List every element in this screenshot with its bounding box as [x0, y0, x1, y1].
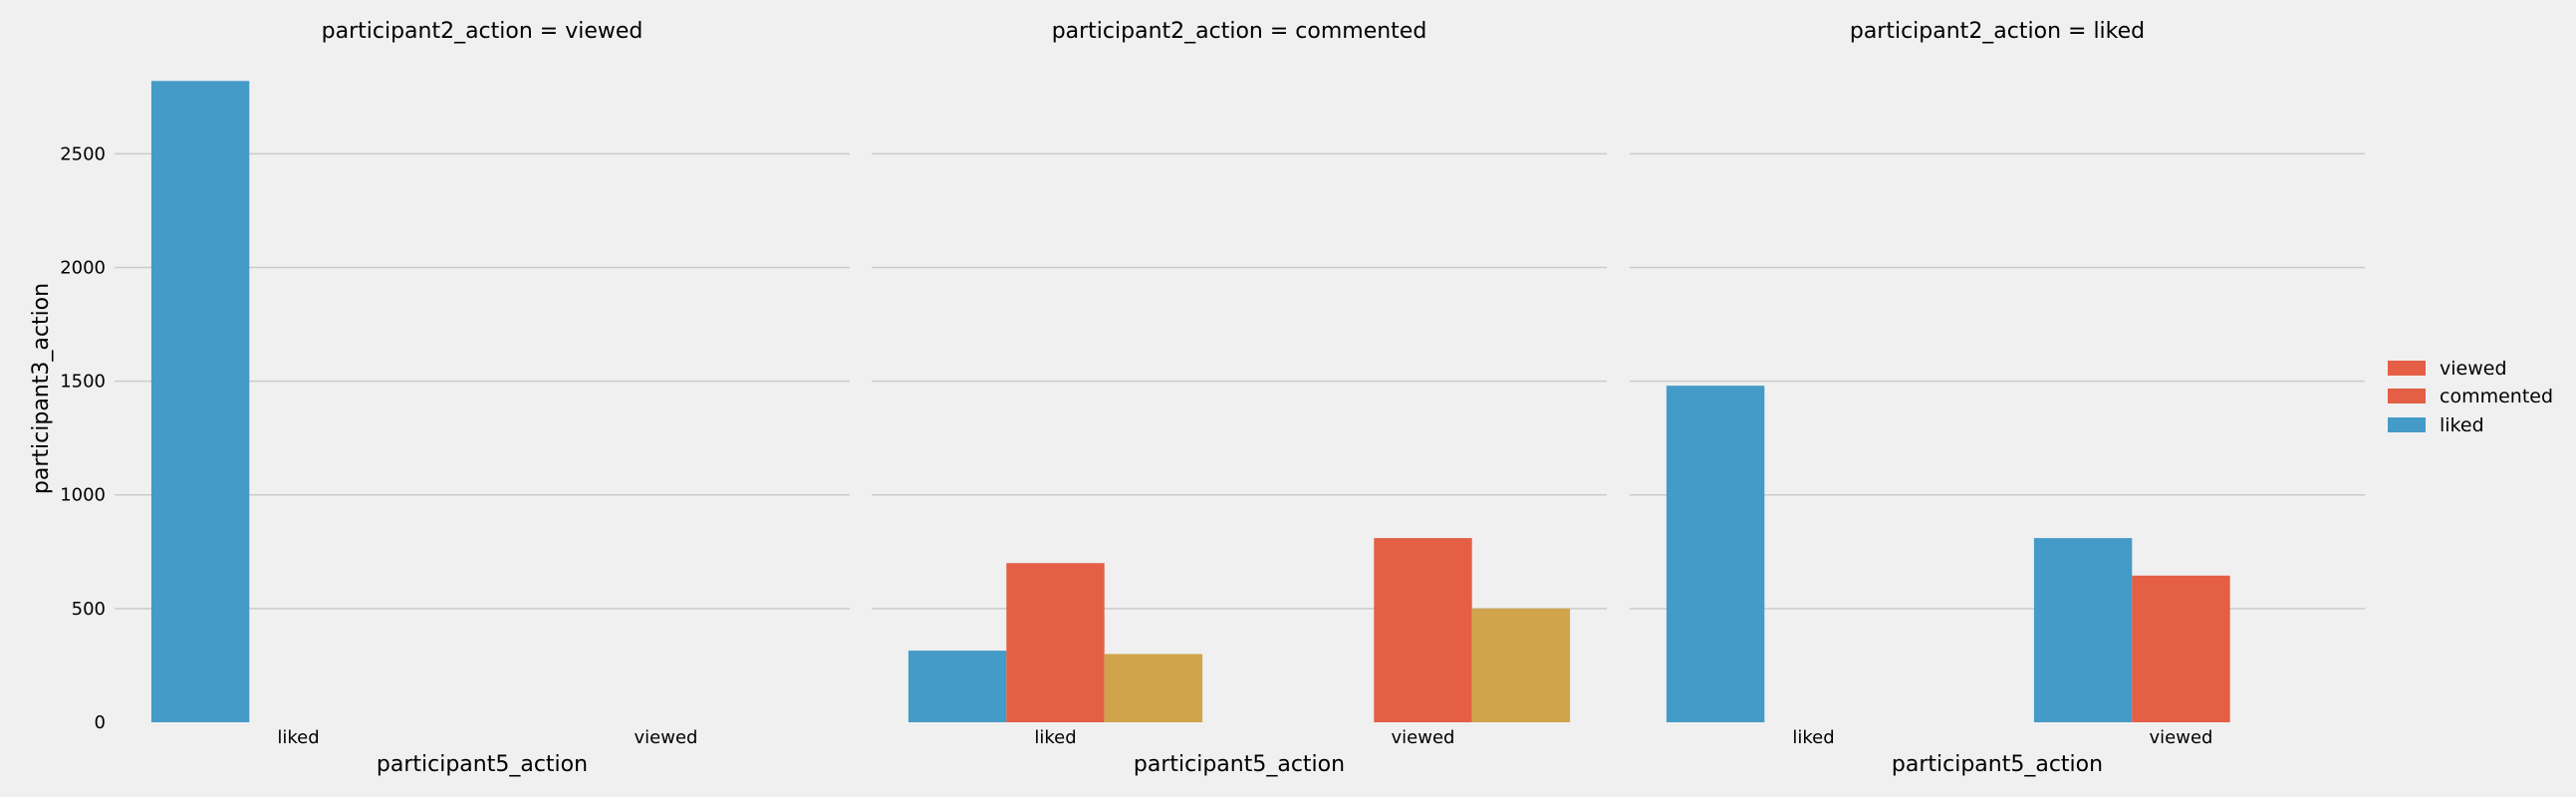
x-axis-label: participant5_action	[377, 752, 588, 777]
panel-title: participant2_action = liked	[1850, 19, 2145, 44]
legend-swatch	[2388, 389, 2426, 403]
y-tick-label: 2500	[60, 143, 106, 164]
y-tick-label: 1500	[60, 372, 106, 393]
legend-label: viewed	[2440, 358, 2507, 380]
panel-title: participant2_action = commented	[1052, 19, 1427, 44]
bar	[1104, 654, 1203, 722]
y-tick-label: 500	[72, 599, 106, 620]
x-tick-label: viewed	[1392, 727, 1455, 748]
bar	[907, 651, 1007, 722]
x-tick-label: viewed	[2150, 727, 2213, 748]
x-axis-label: participant5_action	[1134, 752, 1345, 777]
x-tick-label: viewed	[635, 727, 698, 748]
y-axis-label: participant3_action	[29, 283, 54, 494]
panel-2: participant2_action = commented liked view…	[872, 19, 1607, 777]
panel-title: participant2_action = viewed	[322, 19, 644, 44]
x-axis-label: participant5_action	[1892, 752, 2103, 777]
legend-swatch	[2388, 417, 2426, 432]
x-tick-label: liked	[1792, 727, 1834, 748]
y-tick-label: 0	[95, 712, 106, 733]
bar	[150, 81, 250, 722]
y-tick-label: 1000	[60, 485, 106, 506]
bar	[1471, 608, 1571, 722]
legend-label: commented	[2440, 386, 2553, 407]
panel-3: participant2_action = liked liked viewed pa…	[1630, 19, 2365, 777]
bar	[1374, 538, 1472, 722]
legend: viewed commented liked	[2388, 358, 2553, 436]
x-tick-label: liked	[1034, 727, 1076, 748]
y-tick-label: 2000	[60, 257, 106, 278]
legend-swatch	[2388, 361, 2426, 376]
bar	[2033, 538, 2133, 722]
bar	[2132, 575, 2230, 722]
bar	[1006, 563, 1105, 722]
bar	[1666, 386, 1765, 722]
x-tick-label: liked	[277, 727, 319, 748]
legend-label: liked	[2440, 414, 2484, 436]
panel-1: participant2_action = viewed liked viewed p…	[60, 19, 850, 777]
